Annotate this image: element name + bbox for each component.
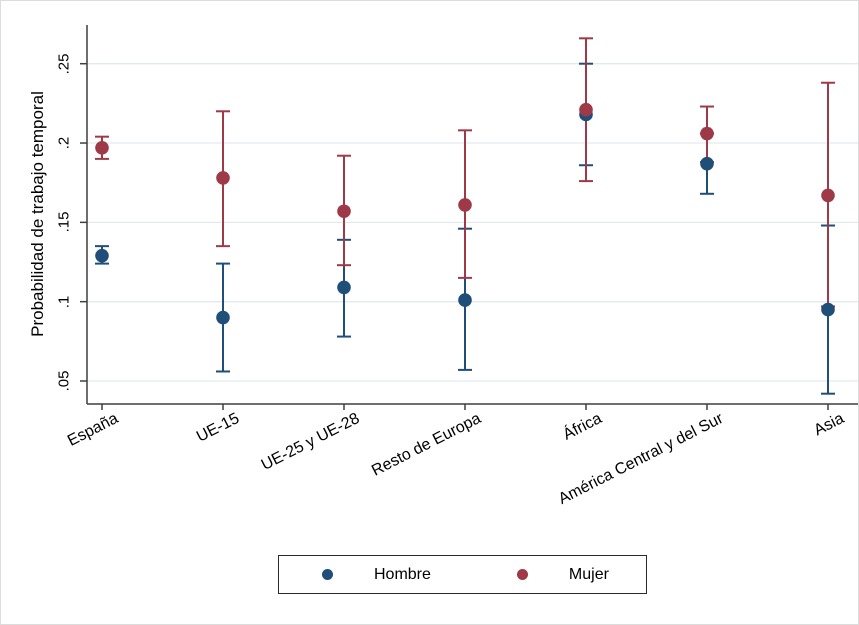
legend-marker-hombre: [322, 569, 333, 580]
point-marker-mujer: [700, 126, 714, 141]
y-tick-label: .25: [55, 53, 73, 75]
legend: Hombre Mujer: [278, 555, 647, 594]
legend-marker-mujer: [516, 569, 528, 580]
point-marker-hombre: [821, 302, 835, 317]
point-marker-mujer: [579, 102, 593, 117]
legend-label-hombre: Hombre: [374, 565, 431, 583]
y-tick-label: .05: [55, 370, 73, 392]
point-marker-mujer: [458, 198, 472, 212]
point-marker-hombre: [337, 280, 351, 295]
y-tick-label: .15: [55, 211, 73, 233]
legend-label-mujer: Mujer: [568, 565, 609, 583]
point-marker-hombre: [458, 293, 472, 307]
y-axis-title: Probabilidad de trabajo temporal: [28, 91, 47, 337]
y-tick-label: .2: [55, 136, 73, 150]
point-marker-hombre: [216, 310, 230, 325]
point-marker-mujer: [95, 140, 109, 155]
point-marker-mujer: [821, 188, 835, 203]
point-marker-hombre: [95, 248, 109, 263]
point-marker-mujer: [216, 171, 230, 185]
point-marker-mujer: [337, 204, 351, 219]
point-marker-hombre: [700, 156, 714, 171]
y-tick-label: .1: [55, 295, 73, 308]
